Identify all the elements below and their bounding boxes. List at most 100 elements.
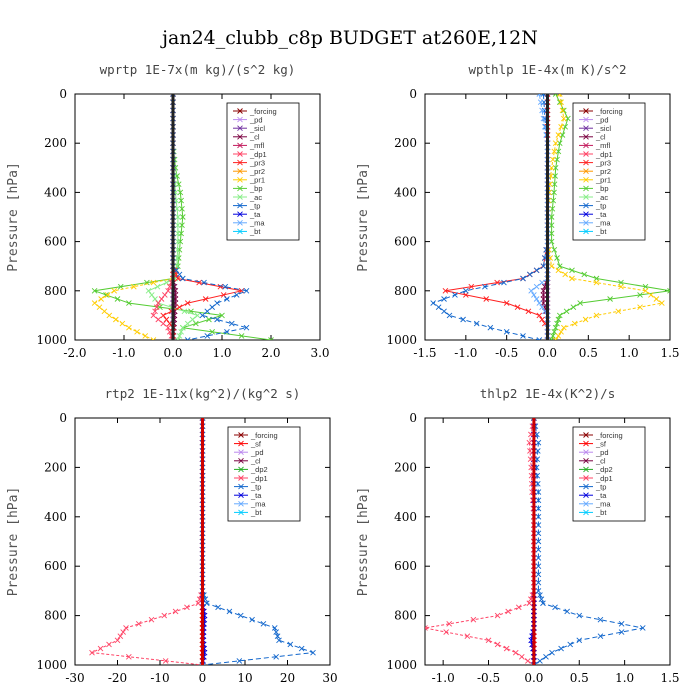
- legend-label: _bp: [249, 184, 263, 193]
- point-tp-b: [564, 608, 570, 615]
- point-dp1: [89, 649, 95, 656]
- legend-label: _cl: [595, 457, 606, 466]
- point-pr1-b: [582, 316, 589, 323]
- legend-item: _forcing: [234, 431, 278, 440]
- point-bp-b: [114, 296, 121, 302]
- x-tick-label: 0.0: [163, 346, 182, 360]
- point-dp1-b: [494, 612, 501, 619]
- legend-marker: [583, 483, 589, 490]
- legend-marker-b: [583, 176, 589, 183]
- point-tp-b: [176, 271, 183, 278]
- point-pr1-b: [561, 324, 567, 331]
- series-line-dp1: [425, 418, 535, 665]
- point-bp: [114, 296, 121, 302]
- legend-label: _cl: [250, 457, 261, 466]
- point-tp: [503, 328, 510, 335]
- legend-item: _forcing: [579, 107, 623, 116]
- point-bp-a: [555, 94, 559, 97]
- point-dp1-a: [425, 627, 428, 631]
- point-tp: [535, 522, 542, 528]
- legend-item: _sicl: [579, 124, 611, 133]
- point-tp-a: [199, 662, 204, 665]
- point-ac-b: [175, 238, 181, 245]
- point-ac: [175, 230, 181, 237]
- point-tp-b: [531, 418, 535, 421]
- point-bp: [555, 316, 562, 323]
- point-ma-b: [536, 94, 540, 97]
- point-ma: [539, 279, 545, 286]
- point-bp: [177, 238, 184, 245]
- point-bp-b: [607, 296, 613, 302]
- point-dp1-b: [470, 616, 477, 623]
- point-pr1-b: [548, 164, 555, 171]
- point-ac-b: [175, 230, 181, 237]
- legend-marker-b: [583, 466, 589, 473]
- point-tp: [473, 320, 480, 327]
- point-tp: [260, 621, 267, 627]
- point-dp1-b: [117, 633, 124, 640]
- point-ac: [175, 222, 181, 229]
- legend-label: _sf: [595, 439, 607, 448]
- point-tp: [203, 600, 210, 607]
- point-dp1-b: [162, 292, 168, 298]
- point-tp-b: [618, 629, 625, 635]
- point-bp: [179, 214, 186, 220]
- legend-marker: [237, 125, 243, 132]
- point-pr1: [659, 300, 665, 306]
- point-tp: [535, 579, 542, 586]
- point-dp1-b: [443, 629, 449, 635]
- point-pr1-b: [637, 304, 643, 311]
- point-dp1: [446, 621, 453, 627]
- point-bp-b: [179, 214, 186, 220]
- y-tick-label: 600: [394, 559, 417, 573]
- point-tp: [214, 300, 220, 306]
- point-ac: [175, 337, 181, 340]
- legend-item: _dp1: [233, 150, 267, 159]
- plot-frame: [424, 417, 671, 666]
- point-bp: [667, 287, 670, 294]
- point-dp1: [161, 612, 168, 619]
- point-tp-a: [533, 418, 537, 421]
- point-ac: [174, 246, 181, 253]
- point-tp: [576, 637, 583, 644]
- point-tp-b: [204, 308, 211, 315]
- point-tp: [537, 658, 543, 664]
- point-ac-b: [154, 283, 161, 290]
- legend-item: _tp: [579, 201, 606, 210]
- point-tp: [531, 418, 537, 421]
- point-bp-b: [551, 328, 558, 335]
- point-tp-b: [173, 267, 180, 274]
- point-tp-b: [170, 94, 174, 97]
- point-tp: [534, 456, 541, 462]
- y-tick-label: 200: [394, 460, 417, 474]
- legend-marker-b: [237, 159, 243, 166]
- point-dp1: [170, 337, 176, 340]
- point-ma-b: [540, 115, 547, 122]
- point-tp-b: [597, 633, 604, 640]
- point-pr3-b: [525, 308, 532, 315]
- point-ma-b: [539, 107, 545, 114]
- legend-label: _tp: [250, 482, 261, 491]
- point-tp: [228, 320, 235, 327]
- legend-item: _bt: [579, 227, 607, 236]
- point-pr1-b: [571, 320, 578, 327]
- point-ac: [184, 320, 191, 327]
- legend-marker-b: [583, 133, 589, 140]
- point-dp1: [526, 439, 533, 446]
- point-cl: [540, 287, 547, 294]
- point-dp1: [155, 300, 162, 306]
- point-bp-b: [552, 94, 557, 97]
- point-tp: [597, 616, 604, 623]
- point-tp-b: [199, 418, 204, 421]
- legend-item: _pr1: [233, 176, 265, 185]
- point-bp-b: [549, 205, 556, 212]
- point-tp: [430, 300, 436, 306]
- point-pr3-b: [238, 287, 245, 294]
- point-dp1-b: [515, 604, 522, 611]
- point-tp-b: [224, 296, 230, 302]
- point-tp-b: [487, 324, 494, 331]
- point-tp: [535, 439, 542, 446]
- point-dp1-b: [494, 641, 501, 648]
- legend-label: _pd: [249, 115, 263, 124]
